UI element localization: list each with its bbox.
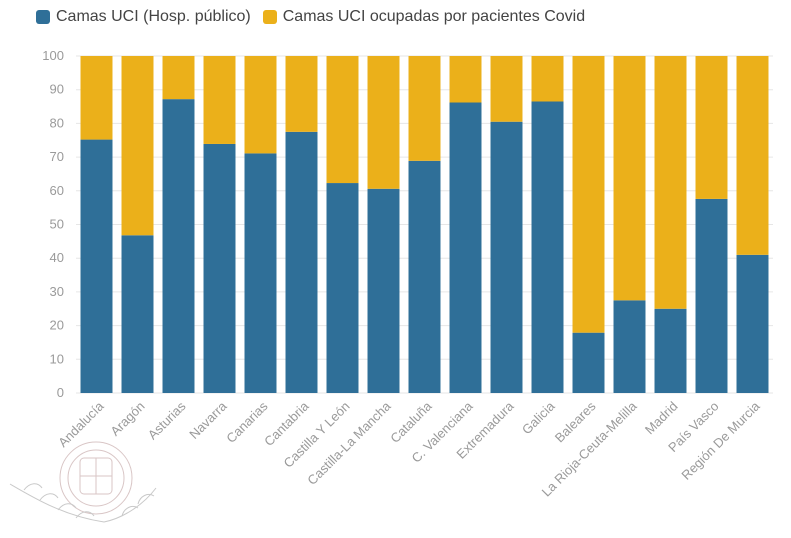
bar-public-beds xyxy=(326,183,359,393)
y-tick-label: 80 xyxy=(50,115,64,130)
bar-covid-beds xyxy=(326,56,359,184)
bar-public-beds xyxy=(736,254,769,393)
bar-covid-beds xyxy=(285,56,318,132)
bar-public-beds xyxy=(449,102,482,394)
bar-covid-beds xyxy=(121,56,154,236)
bar-covid-beds xyxy=(531,56,564,102)
bar-public-beds xyxy=(80,139,113,393)
bar-covid-beds xyxy=(613,56,646,301)
y-tick-label: 70 xyxy=(50,149,64,164)
bar-covid-beds xyxy=(695,56,728,199)
x-tick-label: Asturias xyxy=(145,398,189,442)
bar-public-beds xyxy=(572,332,605,393)
bar-public-beds xyxy=(613,300,646,393)
y-tick-label: 50 xyxy=(50,217,64,232)
bar-public-beds xyxy=(408,160,441,393)
y-tick-label: 60 xyxy=(50,183,64,198)
bar-public-beds xyxy=(367,188,400,393)
bar-covid-beds xyxy=(572,56,605,333)
bar-public-beds xyxy=(244,153,277,393)
bar-covid-beds xyxy=(449,56,482,103)
bar-covid-beds xyxy=(654,56,687,309)
legend-swatch-covid-beds xyxy=(262,10,277,24)
y-tick-label: 90 xyxy=(50,82,64,97)
bars xyxy=(80,56,769,394)
bar-public-beds xyxy=(285,131,318,393)
bar-covid-beds xyxy=(203,56,236,144)
bar-public-beds xyxy=(121,235,154,393)
y-axis: 0 10 20 30 40 50 60 70 80 90 100 xyxy=(42,48,64,400)
coat-of-arms-watermark-icon xyxy=(9,441,157,523)
x-tick-label: Madrid xyxy=(642,399,681,438)
legend-label-covid-beds: Camas UCI ocupadas por pacientes Covid xyxy=(282,8,586,25)
legend-item-public-beds: Camas UCI (Hosp. público) xyxy=(36,8,251,26)
bar-covid-beds xyxy=(244,56,277,154)
legend-swatch-public-beds xyxy=(36,10,50,24)
bar-public-beds xyxy=(203,143,236,393)
bar-public-beds xyxy=(490,121,523,393)
y-tick-label: 40 xyxy=(50,250,64,265)
bar-public-beds xyxy=(531,101,564,394)
y-tick-label: 10 xyxy=(50,351,64,366)
x-tick-label: Aragón xyxy=(107,399,147,439)
x-tick-label: Región De Murcia xyxy=(678,398,763,483)
y-tick-label: 100 xyxy=(42,48,64,63)
y-tick-label: 20 xyxy=(50,318,64,333)
y-tick-label: 30 xyxy=(50,284,64,299)
bar-covid-beds xyxy=(408,56,441,161)
bar-covid-beds xyxy=(736,56,769,255)
bar-public-beds xyxy=(695,198,728,393)
y-tick-label: 0 xyxy=(57,385,64,400)
bar-public-beds xyxy=(162,99,195,394)
legend-label-public-beds: Camas UCI (Hosp. público) xyxy=(56,8,251,25)
legend: Camas UCI (Hosp. público) Camas UCI ocup… xyxy=(36,8,585,26)
bar-covid-beds xyxy=(367,56,400,189)
x-tick-label: Galicia xyxy=(519,398,558,437)
bar-covid-beds xyxy=(162,56,195,100)
bar-covid-beds xyxy=(80,56,113,140)
bar-covid-beds xyxy=(490,56,523,122)
bar-public-beds xyxy=(654,308,687,393)
legend-item-covid-beds: Camas UCI ocupadas por pacientes Covid xyxy=(262,8,586,26)
